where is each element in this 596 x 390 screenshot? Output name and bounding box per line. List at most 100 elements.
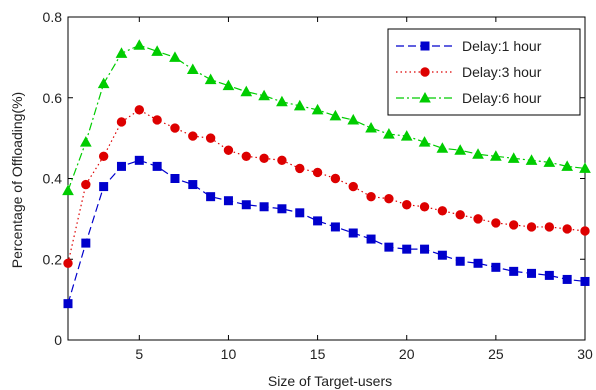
x-tick-label: 30	[577, 346, 593, 362]
data-point-delay-6-hour	[525, 154, 538, 165]
data-point-delay-6-hour	[543, 156, 556, 167]
data-point-delay-6-hour	[240, 85, 253, 97]
x-tick-label: 5	[135, 346, 143, 362]
data-point-delay-6-hour	[490, 150, 502, 161]
data-point-delay-3-hour	[508, 220, 519, 230]
data-point-delay-3-hour	[366, 191, 376, 202]
data-point-delay-6-hour	[436, 142, 449, 153]
data-point-delay-6-hour	[204, 73, 217, 85]
data-point-delay-3-hour	[402, 200, 412, 210]
x-tick-label: 10	[221, 346, 237, 362]
y-tick-label: 0.6	[43, 90, 63, 106]
data-point-delay-6-hour	[276, 95, 288, 107]
data-point-delay-3-hour	[152, 115, 162, 125]
data-point-delay-3-hour	[205, 133, 216, 143]
data-point-delay-1-hour	[277, 204, 287, 214]
data-point-delay-1-hour	[437, 250, 447, 260]
data-point-delay-3-hour	[295, 163, 305, 174]
x-tick-label: 25	[488, 346, 504, 362]
data-point-delay-3-hour	[544, 222, 555, 232]
data-point-delay-1-hour	[544, 270, 554, 280]
data-point-delay-3-hour	[419, 202, 430, 212]
data-point-delay-3-hour	[223, 145, 234, 155]
data-point-delay-1-hour	[366, 234, 376, 244]
x-axis-label: Size of Target-users	[268, 373, 392, 389]
data-point-delay-6-hour	[561, 160, 574, 171]
series-line-delay-1-hour	[67, 159, 586, 304]
data-point-delay-1-hour	[206, 192, 216, 202]
data-point-delay-6-hour	[418, 136, 431, 147]
data-point-delay-1-hour	[81, 238, 91, 248]
data-point-delay-3-hour	[437, 206, 448, 216]
data-point-delay-3-hour	[348, 181, 358, 192]
data-point-delay-3-hour	[98, 151, 109, 161]
data-point-delay-3-hour	[384, 193, 394, 204]
data-point-delay-6-hour	[222, 79, 235, 91]
legend-label-delay-6-hour: Delay:6 hour	[462, 90, 542, 106]
data-point-delay-3-hour	[562, 224, 572, 234]
data-point-delay-1-hour	[420, 244, 430, 254]
data-point-delay-3-hour	[170, 123, 180, 133]
y-tick-label: 0.2	[43, 251, 63, 267]
data-point-delay-6-hour	[311, 103, 324, 115]
data-point-delay-3-hour	[188, 131, 198, 141]
data-point-delay-1-hour	[152, 161, 162, 171]
y-tick-label: 0.8	[43, 9, 63, 25]
series-line-delay-3-hour	[67, 109, 586, 264]
legend-marker-delay-6-hour	[419, 91, 431, 103]
data-point-delay-6-hour	[151, 45, 163, 56]
x-tick-label: 15	[310, 346, 326, 362]
data-point-delay-1-hour	[63, 299, 73, 309]
data-point-delay-6-hour	[400, 130, 413, 141]
legend-marker-delay-1-hour	[420, 41, 430, 51]
data-point-delay-1-hour	[509, 266, 519, 276]
data-point-delay-6-hour	[258, 89, 270, 101]
data-point-delay-1-hour	[580, 276, 590, 286]
data-point-delay-1-hour	[491, 262, 501, 272]
data-point-delay-6-hour	[507, 152, 520, 163]
data-point-delay-1-hour	[241, 200, 251, 210]
legend-label-delay-1-hour: Delay:1 hour	[462, 38, 542, 54]
data-point-delay-1-hour	[384, 242, 394, 252]
data-point-delay-1-hour	[455, 256, 465, 266]
data-point-delay-6-hour	[347, 113, 360, 125]
data-point-delay-1-hour	[295, 208, 305, 218]
data-point-delay-1-hour	[348, 228, 358, 238]
data-point-delay-1-hour	[473, 258, 483, 268]
data-point-delay-1-hour	[116, 161, 126, 171]
data-point-delay-6-hour	[579, 162, 591, 173]
y-axis-label: Percentage of Offloading(%)	[9, 92, 25, 268]
data-point-delay-1-hour	[527, 268, 537, 278]
data-point-delay-3-hour	[526, 222, 537, 232]
data-point-delay-6-hour	[169, 51, 181, 62]
data-point-delay-6-hour	[472, 148, 484, 159]
data-point-delay-3-hour	[312, 167, 323, 178]
data-point-delay-6-hour	[454, 144, 467, 155]
data-point-delay-6-hour	[383, 128, 395, 139]
data-point-delay-3-hour	[491, 218, 501, 228]
data-point-delay-3-hour	[116, 117, 127, 127]
data-point-delay-3-hour	[63, 258, 73, 268]
legend-marker-delay-3-hour	[420, 67, 430, 77]
data-point-delay-1-hour	[259, 202, 269, 212]
data-point-delay-6-hour	[115, 47, 128, 58]
data-point-delay-1-hour	[223, 196, 233, 206]
data-point-delay-3-hour	[259, 153, 269, 164]
data-point-delay-1-hour	[330, 222, 340, 232]
data-point-delay-1-hour	[170, 174, 180, 183]
data-point-delay-3-hour	[330, 173, 341, 184]
data-point-delay-3-hour	[455, 210, 465, 220]
data-point-delay-1-hour	[313, 216, 323, 226]
data-point-delay-6-hour	[365, 122, 377, 133]
data-point-delay-1-hour	[99, 182, 109, 192]
data-point-delay-6-hour	[97, 77, 110, 89]
x-tick-label: 20	[399, 346, 415, 362]
data-point-delay-1-hour	[134, 155, 144, 165]
data-point-delay-3-hour	[241, 151, 251, 161]
legend: Delay:1 hour Delay:3 hour Delay:6 hour	[387, 28, 581, 116]
legend-label-delay-3-hour: Delay:3 hour	[462, 64, 542, 80]
data-point-delay-3-hour	[580, 226, 590, 236]
data-point-delay-6-hour	[62, 184, 74, 196]
